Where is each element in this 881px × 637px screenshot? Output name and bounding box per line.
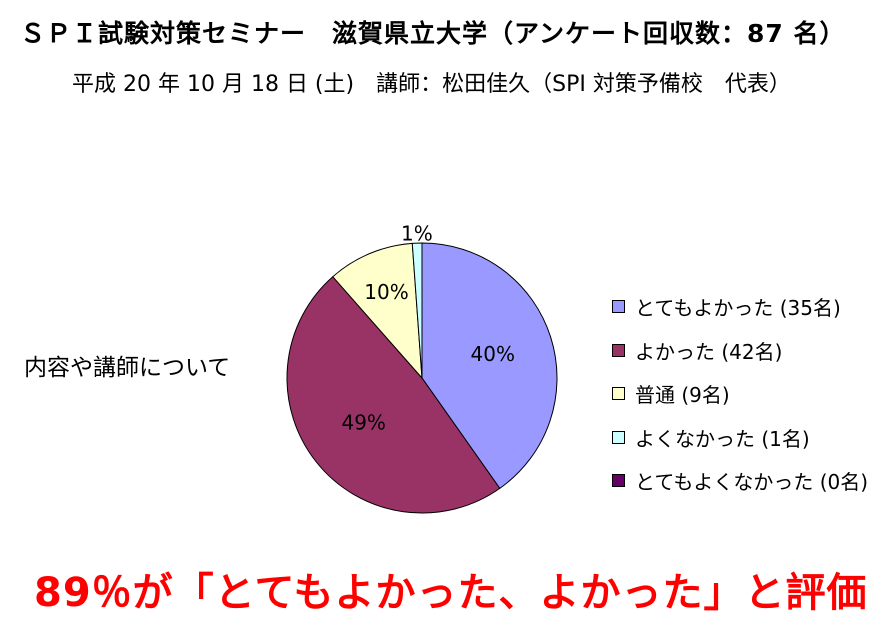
- legend-item-4: とてもよくなかった (0名): [612, 459, 868, 503]
- legend-item-0: とてもよかった (35名): [612, 285, 868, 329]
- page-subtitle: 平成 20 年 10 月 18 日 (土) 講師：松田佳久（SPI 対策予備校 …: [72, 72, 791, 97]
- legend-swatch-4: [612, 474, 625, 488]
- legend-label-4: とてもよくなかった (0名): [635, 470, 869, 495]
- page-title: ＳＰＩ試験対策セミナー 滋賀県立大学（アンケート回収数：87 名）: [20, 19, 846, 48]
- chart-legend: とてもよかった (35名) よかった (42名) 普通 (9名) よくなかった (1名…: [612, 285, 868, 503]
- legend-label-3: よくなかった (1名): [635, 426, 810, 451]
- chart-side-label: 内容や講師について: [24, 355, 231, 381]
- legend-swatch-2: [612, 387, 625, 401]
- legend-swatch-3: [612, 430, 625, 444]
- legend-item-2: 普通 (9名): [612, 372, 868, 416]
- pie-slice-label-1: 49%: [341, 410, 385, 434]
- legend-label-0: とてもよかった (35名): [635, 296, 841, 321]
- pie-slice-label-2: 10%: [364, 280, 408, 304]
- pie-slice-1: [286, 275, 501, 514]
- legend-swatch-1: [612, 343, 625, 357]
- legend-label-2: 普通 (9名): [635, 383, 730, 408]
- legend-item-3: よくなかった (1名): [612, 416, 868, 460]
- pie-slice-label-3: 1%: [401, 222, 433, 246]
- pie-slice-2: [332, 242, 423, 380]
- pie-slice-0: [421, 242, 558, 490]
- legend-swatch-0: [612, 300, 625, 314]
- legend-label-1: よかった (42名): [635, 339, 783, 364]
- legend-item-1: よかった (42名): [612, 329, 868, 373]
- pie-slice-3: [411, 242, 423, 379]
- conclusion-text: 89％が「とてもよかった、よかった」と評価: [34, 570, 868, 616]
- pie-slice-label-0: 40%: [471, 342, 515, 366]
